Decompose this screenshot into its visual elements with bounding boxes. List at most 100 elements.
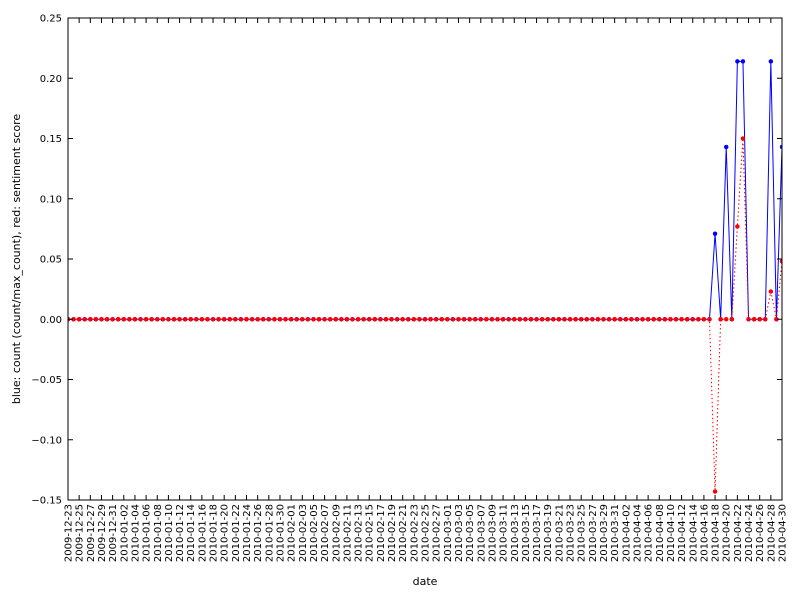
x-tick-label: 2010-02-21 bbox=[398, 504, 409, 562]
x-tick-label: 2010-04-02 bbox=[621, 504, 632, 562]
x-tick-label: 2010-04-16 bbox=[699, 504, 710, 562]
series-1-point bbox=[578, 317, 584, 322]
series-1-point bbox=[517, 317, 523, 322]
series-1-point bbox=[300, 317, 305, 322]
series-1-point bbox=[294, 317, 299, 322]
series-1-point bbox=[322, 317, 327, 322]
series-1-point bbox=[534, 317, 539, 322]
y-tick-label: 0.00 bbox=[40, 315, 62, 326]
series-1-point bbox=[244, 317, 249, 322]
x-tick-label: 2009-12-27 bbox=[86, 504, 97, 562]
series-1-point bbox=[394, 317, 400, 322]
x-tick-label: 2010-01-24 bbox=[242, 504, 253, 562]
series-1-point bbox=[339, 317, 344, 322]
series-1-point bbox=[166, 317, 171, 322]
series-1-point bbox=[640, 317, 645, 322]
series-0-point bbox=[723, 144, 729, 150]
x-tick-label: 2010-02-17 bbox=[376, 504, 387, 562]
series-1-point bbox=[417, 317, 422, 322]
series-1-point bbox=[668, 317, 673, 322]
series-1-point bbox=[238, 317, 244, 322]
x-tick-label: 2010-02-07 bbox=[320, 504, 331, 562]
series-1-point bbox=[662, 317, 668, 322]
x-tick-label: 2010-03-19 bbox=[543, 504, 554, 562]
series-1-point bbox=[249, 317, 255, 322]
series-1-point bbox=[277, 317, 283, 322]
series-1-point bbox=[333, 317, 338, 322]
series-1-point bbox=[221, 317, 227, 322]
y-tick-label: −0.15 bbox=[31, 496, 62, 507]
series-1-point bbox=[612, 317, 617, 322]
series-1-point bbox=[177, 317, 182, 322]
series-1-point bbox=[707, 317, 712, 322]
series-1-point bbox=[690, 317, 695, 322]
x-tick-label: 2010-02-25 bbox=[421, 504, 432, 562]
series-0-line bbox=[68, 60, 782, 320]
series-1-point bbox=[88, 317, 93, 322]
series-1-point bbox=[562, 317, 567, 322]
x-tick-label: 2010-03-27 bbox=[588, 504, 599, 562]
x-tick-label: 2009-12-29 bbox=[97, 504, 108, 562]
x-axis-ticks: 2009-12-23 2009-12-25 2009-12-27 2009-12-29… bbox=[64, 18, 789, 562]
x-tick-label: 2010-03-25 bbox=[577, 504, 588, 562]
series-1-point bbox=[121, 317, 127, 322]
x-tick-label: 2009-12-25 bbox=[75, 504, 86, 562]
series-1-point bbox=[305, 317, 311, 322]
x-tick-label: 2010-04-06 bbox=[644, 504, 655, 562]
x-tick-label: 2010-03-01 bbox=[443, 504, 454, 562]
x-tick-label: 2010-02-03 bbox=[298, 504, 309, 562]
series-1-point bbox=[684, 317, 690, 322]
series-1-point bbox=[729, 317, 735, 322]
x-tick-label: 2010-01-14 bbox=[186, 504, 197, 562]
series-1-point bbox=[445, 317, 450, 322]
x-tick-label: 2010-04-04 bbox=[632, 504, 643, 562]
y-axis-label: blue: count (count/max_count), red: sent… bbox=[10, 114, 23, 404]
series-1-point bbox=[149, 317, 154, 322]
x-tick-label: 2010-01-30 bbox=[275, 504, 286, 562]
series-1-point bbox=[478, 317, 484, 322]
series-1-point bbox=[551, 317, 556, 322]
y-tick-label: −0.10 bbox=[31, 435, 62, 446]
x-tick-label: 2009-12-31 bbox=[108, 504, 119, 562]
series-1-point bbox=[556, 317, 562, 322]
x-tick-label: 2010-04-26 bbox=[755, 504, 766, 562]
x-tick-label: 2010-03-09 bbox=[487, 504, 498, 562]
x-tick-label: 2010-03-31 bbox=[610, 504, 621, 562]
series-1-point bbox=[155, 317, 160, 322]
series-1-point bbox=[651, 317, 656, 322]
series-1-point bbox=[740, 136, 746, 141]
series-1-point bbox=[406, 317, 411, 322]
series-1-point bbox=[595, 317, 601, 322]
x-tick-label: 2010-01-02 bbox=[119, 504, 130, 562]
x-tick-label: 2010-03-03 bbox=[454, 504, 465, 562]
x-tick-label: 2010-04-20 bbox=[722, 504, 733, 562]
series-1-point bbox=[411, 317, 417, 322]
x-tick-label: 2010-04-30 bbox=[778, 504, 789, 562]
series-1-point bbox=[450, 317, 456, 322]
series-1-point bbox=[495, 317, 500, 322]
x-tick-label: 2010-03-21 bbox=[554, 504, 565, 562]
series-1-point bbox=[138, 317, 143, 322]
series-1-point bbox=[428, 317, 433, 322]
x-tick-label: 2010-03-13 bbox=[510, 504, 521, 562]
series-1-point bbox=[205, 317, 210, 322]
series-1-point bbox=[216, 317, 221, 322]
series-0-point bbox=[768, 59, 774, 64]
series-1-point bbox=[372, 317, 378, 322]
x-tick-label: 2010-04-08 bbox=[655, 504, 666, 562]
x-tick-label: 2010-01-26 bbox=[253, 504, 264, 562]
series-1-point bbox=[350, 317, 355, 322]
x-tick-label: 2010-03-11 bbox=[499, 504, 510, 562]
series-1-point bbox=[93, 317, 99, 322]
series-1-point bbox=[199, 317, 205, 322]
series-1-point bbox=[484, 317, 489, 322]
series-1-point bbox=[679, 317, 684, 322]
x-axis-label: date bbox=[413, 575, 438, 588]
series-0-point bbox=[740, 59, 746, 64]
x-tick-label: 2010-02-15 bbox=[365, 504, 376, 562]
x-tick-label: 2010-01-12 bbox=[175, 504, 186, 562]
x-tick-label: 2010-03-29 bbox=[599, 504, 610, 562]
series-1-point bbox=[366, 317, 372, 322]
series-1-point bbox=[115, 317, 121, 322]
